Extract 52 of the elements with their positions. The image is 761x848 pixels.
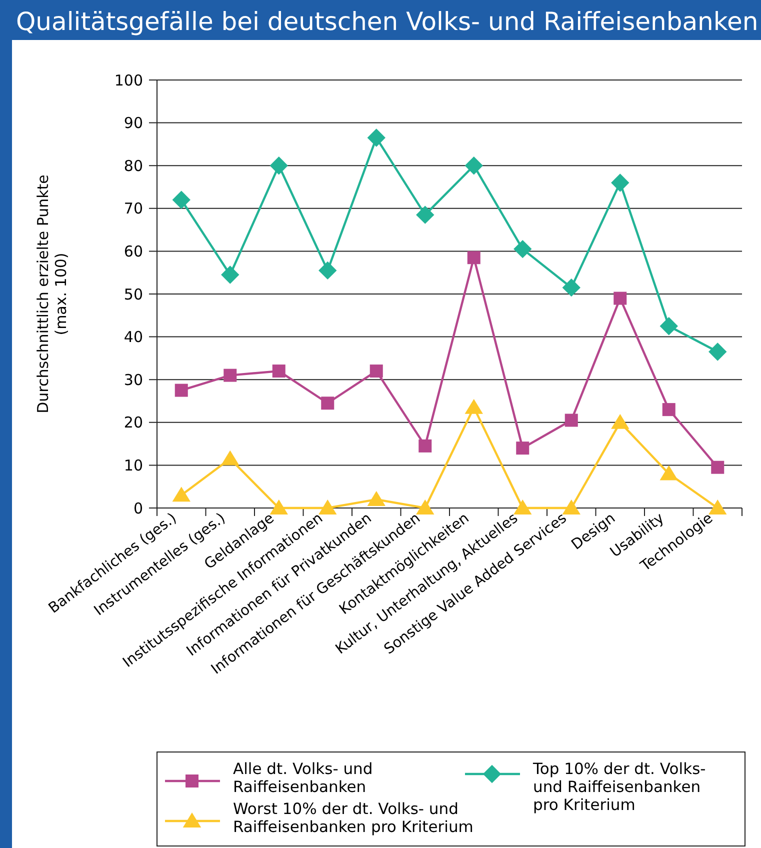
y-tick-label: 90 — [124, 114, 143, 132]
point — [367, 128, 386, 147]
point — [270, 500, 288, 514]
point — [224, 368, 237, 382]
point — [272, 364, 286, 378]
point — [711, 460, 724, 474]
point — [464, 156, 483, 175]
point — [611, 174, 630, 192]
point — [660, 317, 678, 336]
y-tick-label: 80 — [124, 156, 143, 175]
y-tick-label: 60 — [124, 242, 143, 260]
point — [172, 190, 190, 209]
point — [318, 261, 337, 280]
point — [221, 450, 240, 466]
point — [611, 414, 630, 429]
legend-label: Top 10% der dt. Volks- und Raiffeisenbanken pro Kriterium — [532, 760, 706, 814]
point — [562, 278, 580, 297]
point — [614, 292, 627, 305]
y-tick-label: 0 — [133, 499, 143, 518]
point — [660, 465, 678, 480]
y-tick-label: 50 — [124, 285, 143, 304]
point — [564, 414, 578, 427]
point — [367, 490, 386, 506]
point — [662, 403, 676, 416]
point — [467, 251, 480, 264]
point — [270, 156, 288, 175]
y-tick-label: 40 — [124, 328, 143, 346]
point — [464, 398, 483, 414]
point — [416, 500, 434, 514]
y-axis-title: Durchschnittlich erzielte Punkte (max. 100) — [34, 174, 70, 414]
point — [321, 396, 334, 410]
point — [172, 486, 190, 502]
point — [708, 342, 727, 361]
legend-label: Alle dt. Volks- und Raiffeisenbanken — [233, 760, 373, 796]
point — [514, 240, 532, 258]
y-tick-label: 10 — [124, 456, 143, 474]
point — [174, 384, 188, 397]
legend-label: Worst 10% der dt. Volks- und Raiffeisenbanken pro Kriterium — [233, 800, 474, 836]
point — [708, 500, 727, 514]
y-tick-label: 30 — [124, 370, 143, 389]
point — [562, 500, 580, 514]
point — [516, 442, 530, 455]
point — [370, 364, 383, 378]
chart-title: Qualitätsgefälle bei deutschen Volks- und Raiffeisenbanken — [16, 7, 758, 36]
point — [221, 266, 240, 284]
y-tick-label: 100 — [114, 71, 143, 90]
point — [416, 206, 434, 224]
point — [418, 439, 432, 452]
y-tick-label: 20 — [124, 414, 143, 432]
point — [514, 500, 532, 514]
y-tick-label: 70 — [124, 200, 143, 218]
point — [318, 500, 337, 514]
